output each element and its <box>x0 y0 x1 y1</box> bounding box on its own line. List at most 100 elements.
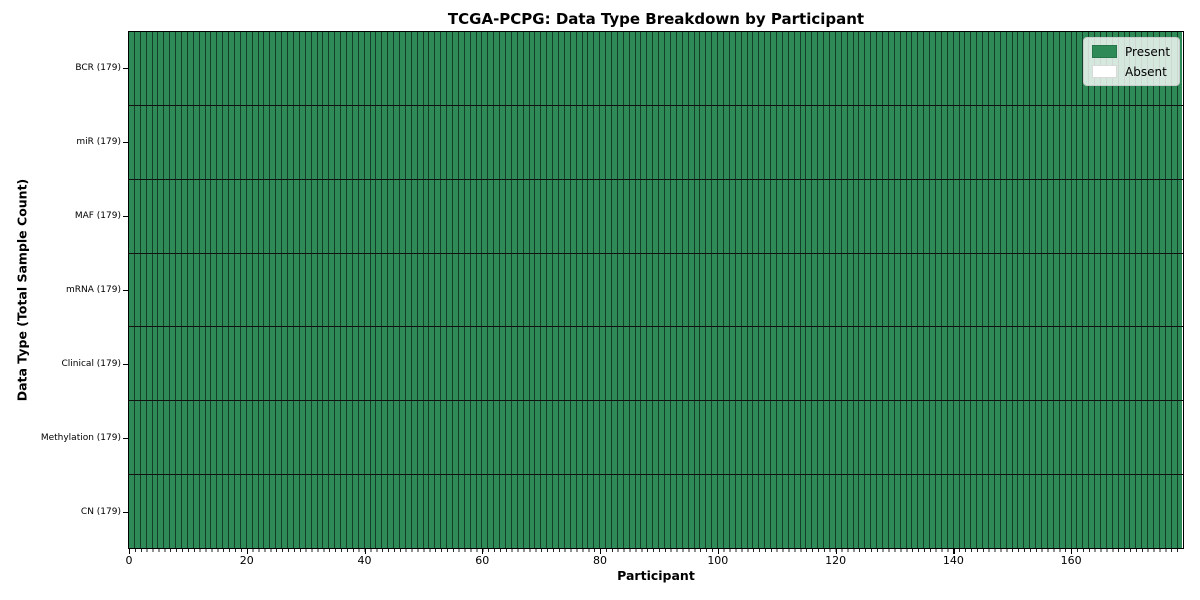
heatmap-cell <box>417 179 424 253</box>
heatmap-cell <box>182 475 188 549</box>
heatmap-cell <box>364 475 371 549</box>
heatmap-cell <box>564 475 571 549</box>
heatmap-cell <box>494 475 501 549</box>
heatmap-cell <box>600 401 607 475</box>
heatmap-cell <box>629 401 636 475</box>
heatmap-cell <box>800 105 807 179</box>
heatmap-cell <box>965 475 972 549</box>
heatmap-cell <box>523 327 530 401</box>
heatmap-cell <box>694 401 701 475</box>
heatmap-cell <box>1165 475 1172 549</box>
heatmap-cell <box>806 327 813 401</box>
heatmap-cell <box>570 105 577 179</box>
heatmap-cell <box>229 327 236 401</box>
x-tick-label: 40 <box>357 554 372 567</box>
heatmap-cell <box>835 105 842 179</box>
heatmap-cell <box>382 327 389 401</box>
heatmap-cell <box>930 32 937 105</box>
heatmap-cell <box>665 401 671 475</box>
heatmap-cell <box>205 179 212 253</box>
heatmap-cell <box>158 253 165 327</box>
heatmap-cell <box>417 32 424 105</box>
heatmap-cell <box>606 179 613 253</box>
heatmap-cell <box>1030 32 1037 105</box>
heatmap-cell <box>223 327 230 401</box>
heatmap-cell <box>700 32 707 105</box>
heatmap-cell <box>906 105 913 179</box>
heatmap-cell <box>941 475 948 549</box>
heatmap-cell <box>588 179 595 253</box>
heatmap-cell <box>535 401 542 475</box>
heatmap-cell <box>187 105 194 179</box>
heatmap-cell <box>759 179 766 253</box>
heatmap-cell <box>1059 327 1066 401</box>
heatmap-cell <box>164 253 171 327</box>
heatmap-cell <box>517 475 524 549</box>
heatmap-cell <box>1059 105 1066 179</box>
heatmap-cell <box>293 32 300 105</box>
heatmap-cell <box>217 327 224 401</box>
heatmap-cell <box>800 475 807 549</box>
heatmap-cell <box>282 32 289 105</box>
heatmap-cell <box>411 327 418 401</box>
heatmap-cell <box>782 327 789 401</box>
heatmap-cell <box>653 401 660 475</box>
heatmap-cell <box>759 475 766 549</box>
heatmap-cell <box>170 105 177 179</box>
heatmap-cell <box>152 105 159 179</box>
heatmap-cell <box>529 327 536 401</box>
heatmap-cell <box>853 475 860 549</box>
heatmap-cell <box>953 105 960 179</box>
y-tick-label: BCR (179) <box>75 62 121 73</box>
heatmap-cell <box>723 179 730 253</box>
heatmap-cell <box>394 327 400 401</box>
heatmap-cell <box>906 179 913 253</box>
x-tick-label: 60 <box>475 554 490 567</box>
heatmap-cell <box>1118 475 1125 549</box>
heatmap-cell <box>865 475 872 549</box>
heatmap-cell <box>588 105 595 179</box>
heatmap-cell <box>447 401 453 475</box>
heatmap-cell <box>352 32 359 105</box>
heatmap-cell <box>441 401 448 475</box>
heatmap-cell <box>747 475 754 549</box>
heatmap-cell <box>1036 327 1043 401</box>
heatmap-cell <box>953 32 960 105</box>
heatmap-cell <box>299 327 306 401</box>
heatmap-cell <box>535 253 542 327</box>
heatmap-cell <box>1012 327 1019 401</box>
heatmap-cell <box>258 105 265 179</box>
heatmap-cell <box>912 105 919 179</box>
heatmap-cell <box>829 327 836 401</box>
heatmap-cell <box>140 253 147 327</box>
x-tick-mark <box>600 549 602 554</box>
heatmap-cell <box>871 475 878 549</box>
heatmap-cell <box>936 327 942 401</box>
heatmap-cell <box>270 105 277 179</box>
heatmap-cell <box>170 253 177 327</box>
heatmap-cell <box>765 475 772 549</box>
heatmap-cell <box>847 105 854 179</box>
heatmap-cell <box>1012 253 1019 327</box>
heatmap-cell <box>464 253 471 327</box>
heatmap-cell <box>240 32 247 105</box>
heatmap-cell <box>1177 253 1183 327</box>
heatmap-cell <box>429 253 436 327</box>
heatmap-cell <box>871 179 878 253</box>
heatmap-cell <box>170 401 177 475</box>
heatmap-cell <box>1012 179 1019 253</box>
y-tick-mark <box>123 438 128 440</box>
heatmap-cell <box>776 327 783 401</box>
heatmap-cell <box>883 32 889 105</box>
heatmap-cell <box>912 475 919 549</box>
heatmap-cell <box>653 32 660 105</box>
heatmap-cell <box>712 32 719 105</box>
heatmap-cell <box>370 401 377 475</box>
heatmap-cell <box>594 327 601 401</box>
heatmap-cell <box>971 401 978 475</box>
heatmap-cell <box>553 105 560 179</box>
heatmap-cell <box>358 179 365 253</box>
heatmap-cell <box>1089 475 1096 549</box>
heatmap-cell <box>906 327 913 401</box>
heatmap-cell <box>659 32 666 105</box>
